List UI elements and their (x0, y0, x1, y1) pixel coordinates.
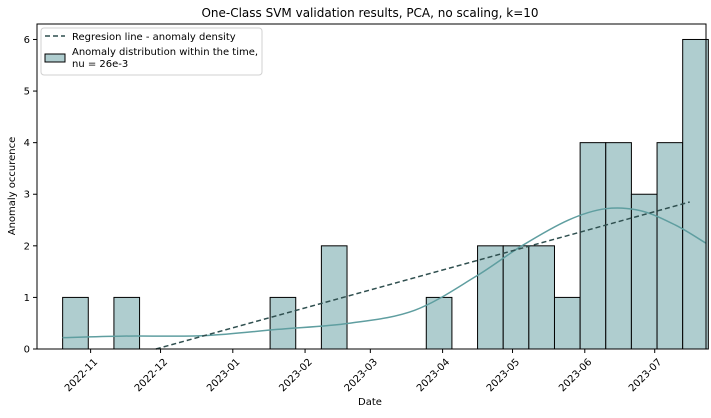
x-tick-label: 2023-05 (485, 357, 522, 394)
x-tick-label: 2023-07 (627, 357, 664, 394)
y-axis: 0 1 2 3 4 5 6 (24, 35, 37, 356)
y-tick-label: 0 (24, 345, 30, 356)
histogram-bar (656, 142, 684, 350)
legend: Regresion line - anomaly density Anomaly… (40, 27, 263, 76)
histogram-bar (605, 142, 632, 350)
chart-title: One-Class SVM validation results, PCA, n… (201, 6, 538, 20)
legend-box (40, 27, 263, 76)
x-axis-title: Date (358, 397, 382, 408)
histogram-bar (477, 245, 504, 350)
y-tick-label: 3 (24, 190, 30, 201)
x-tick-label: 2023-03 (343, 357, 380, 394)
regression-line (155, 201, 690, 350)
legend-histogram-label-line-1: Anomaly distribution within the time, (72, 47, 258, 58)
y-tick-label: 2 (24, 241, 30, 252)
legend-histogram-label: Anomaly distribution within the time, nu… (72, 47, 261, 70)
lines-layer (62, 201, 707, 350)
y-tick-label: 1 (24, 293, 30, 304)
histogram-bar (113, 296, 141, 350)
histogram-bar (553, 296, 581, 350)
y-tick-label: 4 (24, 138, 30, 149)
x-axis: 2022-11 2022-12 2023-01 2023-02 2023-03 2023-… (63, 349, 664, 394)
histogram-bar (528, 245, 555, 350)
x-tick-label: 2022-11 (63, 357, 100, 394)
plot-frame (36, 23, 707, 350)
histogram-bar (579, 142, 607, 350)
legend-histogram-label-line-2: nu = 26e-3 (72, 59, 128, 70)
histogram-bar (425, 296, 453, 350)
x-tick-label: 2023-06 (557, 357, 594, 394)
y-tick-label: 5 (24, 87, 30, 98)
x-tick-label: 2023-04 (415, 357, 452, 394)
x-tick-label: 2023-01 (205, 357, 242, 394)
legend-histogram-swatch (44, 53, 66, 63)
histogram-bar (682, 38, 709, 350)
x-tick-label: 2022-12 (133, 357, 170, 394)
histogram-bar (502, 245, 530, 350)
legend-regression-label: Regresion line - anomaly density (72, 32, 236, 43)
y-tick-label: 6 (24, 35, 30, 46)
bars-layer (62, 38, 709, 350)
histogram-bar (269, 296, 297, 350)
x-tick-label: 2023-02 (277, 357, 314, 394)
histogram-bar (62, 296, 89, 350)
y-axis-title: Anomaly occurence (7, 137, 18, 236)
